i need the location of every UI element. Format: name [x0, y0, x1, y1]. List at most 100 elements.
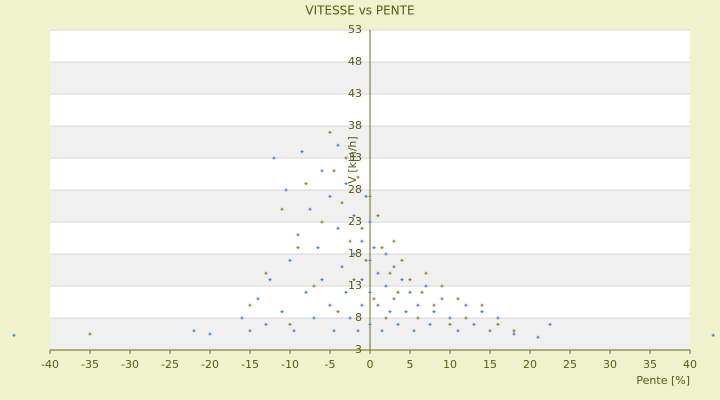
- point: [360, 303, 364, 307]
- point: [404, 310, 408, 314]
- point: [388, 271, 392, 275]
- point: [368, 194, 372, 198]
- point: [448, 316, 452, 320]
- point: [268, 278, 272, 282]
- point: [380, 246, 384, 250]
- point: [248, 329, 252, 333]
- point: [424, 284, 428, 288]
- point: [392, 297, 396, 301]
- point: [496, 316, 500, 320]
- x-axis-title: Pente [%]: [636, 374, 690, 387]
- point: [392, 265, 396, 269]
- point: [464, 303, 468, 307]
- point: [400, 258, 404, 262]
- point: [376, 303, 380, 307]
- y-axis-title: V [km/h]: [346, 136, 359, 183]
- point: [480, 310, 484, 314]
- point: [388, 310, 392, 314]
- point: [384, 284, 388, 288]
- point: [288, 322, 292, 326]
- point: [372, 246, 376, 250]
- point: [488, 329, 492, 333]
- y-tick-label: 53: [348, 23, 362, 36]
- x-tick-label: 5: [407, 358, 414, 371]
- point: [352, 214, 356, 218]
- point: [472, 322, 476, 326]
- x-tick-label: 35: [643, 358, 657, 371]
- point: [432, 303, 436, 307]
- point: [464, 316, 468, 320]
- point: [392, 239, 396, 243]
- point: [328, 303, 332, 307]
- point: [364, 194, 368, 198]
- point: [344, 182, 348, 186]
- point: [328, 130, 332, 134]
- y-tick-label: 13: [348, 279, 362, 292]
- point: [320, 278, 324, 282]
- point: [344, 290, 348, 294]
- point: [368, 322, 372, 326]
- point: [372, 297, 376, 301]
- point: [420, 290, 424, 294]
- x-tick-label: -15: [241, 358, 259, 371]
- point: [352, 252, 356, 256]
- point: [512, 329, 516, 333]
- y-tick-label: 43: [348, 87, 362, 100]
- point: [304, 182, 308, 186]
- point: [356, 175, 360, 179]
- point: [320, 220, 324, 224]
- point: [428, 322, 432, 326]
- point: [352, 278, 356, 282]
- point: [88, 332, 92, 336]
- point: [396, 322, 400, 326]
- point: [340, 265, 344, 269]
- point: [336, 310, 340, 314]
- point: [280, 207, 284, 211]
- point: [316, 246, 320, 250]
- point: [336, 226, 340, 230]
- point: [360, 239, 364, 243]
- x-tick-label: 20: [523, 358, 537, 371]
- point: [432, 310, 436, 314]
- point: [360, 278, 364, 282]
- point: [12, 333, 16, 337]
- point: [440, 297, 444, 301]
- point: [360, 226, 364, 230]
- point: [376, 271, 380, 275]
- point: [264, 271, 268, 275]
- point: [328, 194, 332, 198]
- point: [332, 169, 336, 173]
- point: [364, 258, 368, 262]
- x-tick-label: 40: [683, 358, 697, 371]
- point: [711, 333, 715, 337]
- point: [192, 329, 196, 333]
- point: [300, 150, 304, 154]
- point: [416, 316, 420, 320]
- x-tick-label: -20: [201, 358, 219, 371]
- point: [344, 156, 348, 160]
- point: [288, 258, 292, 262]
- point: [396, 290, 400, 294]
- point: [304, 290, 308, 294]
- x-tick-label: 10: [443, 358, 457, 371]
- x-tick-label: -5: [325, 358, 336, 371]
- point: [368, 258, 372, 262]
- point: [380, 329, 384, 333]
- x-tick-label: 30: [603, 358, 617, 371]
- point: [376, 214, 380, 218]
- point: [440, 284, 444, 288]
- point: [424, 271, 428, 275]
- point: [356, 329, 360, 333]
- point: [448, 322, 452, 326]
- y-tick-label: 48: [348, 55, 362, 68]
- point: [240, 316, 244, 320]
- point: [512, 332, 516, 336]
- point: [308, 207, 312, 211]
- x-tick-label: -25: [161, 358, 179, 371]
- point: [384, 252, 388, 256]
- point: [292, 329, 296, 333]
- point: [412, 329, 416, 333]
- point: [336, 143, 340, 147]
- point: [312, 316, 316, 320]
